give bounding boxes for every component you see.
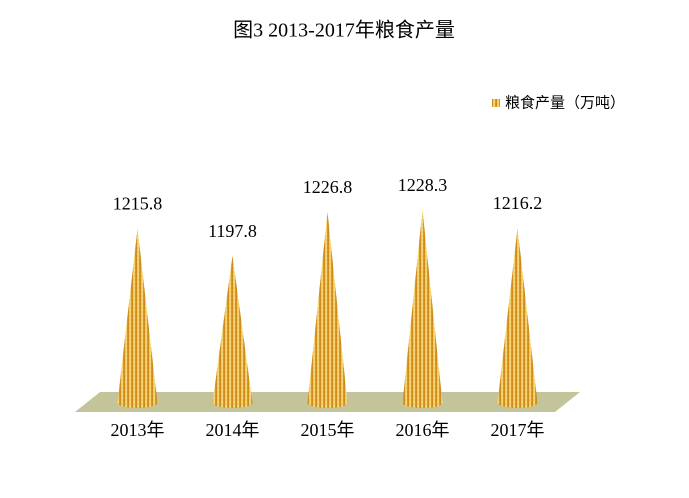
- cone: [497, 227, 538, 408]
- data-label: 1228.3: [398, 175, 448, 195]
- x-tick-label: 2014年: [206, 420, 260, 440]
- chart-title: 图3 2013-2017年粮食产量: [233, 19, 455, 42]
- data-label: 1226.8: [303, 177, 353, 197]
- data-label: 1216.2: [493, 193, 543, 213]
- cone: [117, 228, 158, 408]
- x-tick-label: 2015年: [301, 420, 355, 440]
- legend-label: 粮食产量（万吨）: [505, 94, 625, 112]
- x-tick-label: 2017年: [491, 420, 545, 440]
- cone: [212, 255, 253, 408]
- x-tick-label: 2016年: [396, 420, 450, 440]
- cone: [307, 211, 348, 408]
- data-label: 1197.8: [208, 221, 257, 241]
- x-tick-label: 2013年: [111, 420, 165, 440]
- data-label: 1215.8: [113, 194, 163, 214]
- cone: [402, 209, 443, 408]
- legend-swatch: [492, 99, 500, 107]
